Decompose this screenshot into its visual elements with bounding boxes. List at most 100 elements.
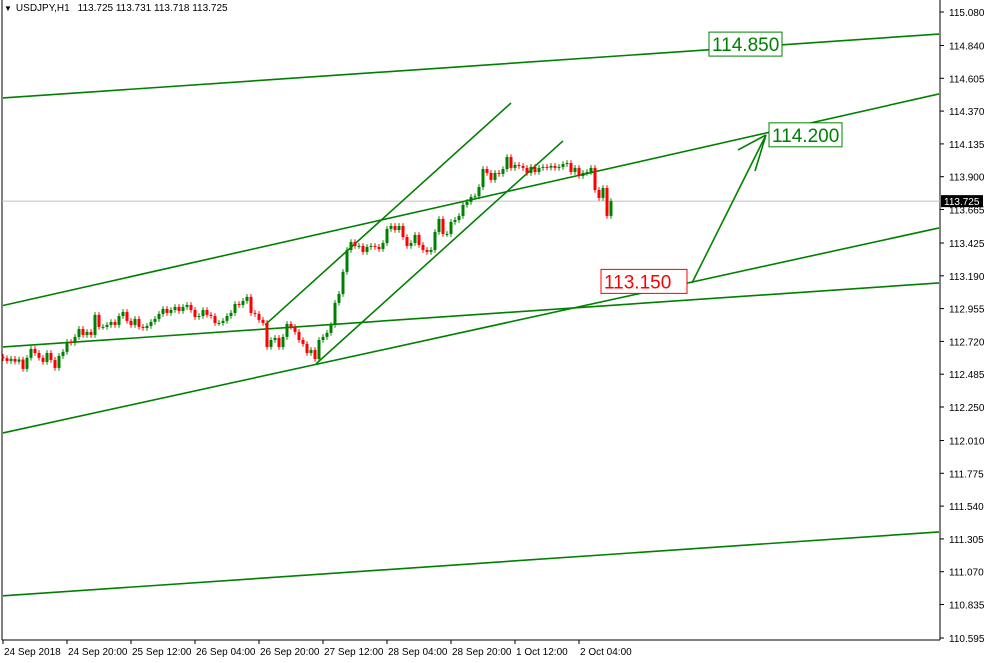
time-tick-label: 1 Oct 12:00	[516, 647, 568, 658]
candle-body	[165, 308, 169, 313]
candle-body	[373, 245, 377, 247]
candle-body	[293, 326, 297, 332]
candle-body	[133, 318, 137, 325]
candle-body	[529, 166, 533, 173]
candle-body	[305, 343, 309, 353]
candle-body	[357, 245, 361, 247]
candle-body	[157, 313, 161, 319]
candle-body	[145, 325, 149, 329]
candle-body	[277, 337, 281, 347]
candle-body	[393, 225, 397, 231]
price-tick-label: 111.540	[949, 502, 984, 513]
candle-body	[541, 166, 545, 168]
price-label: 114.200	[772, 126, 839, 147]
candle-body	[581, 172, 585, 177]
candle-body	[81, 328, 85, 335]
candle-body	[549, 165, 553, 168]
candle-body	[569, 163, 573, 172]
candle-body	[601, 188, 605, 198]
trendline	[2, 531, 940, 597]
candle-body	[381, 242, 385, 250]
candle-body	[397, 225, 401, 231]
price-tick-label: 111.775	[949, 469, 984, 480]
candle-body	[241, 300, 245, 305]
candle-body	[117, 315, 121, 325]
candle-body	[477, 187, 481, 197]
candle-body	[329, 324, 333, 333]
candle-body	[593, 167, 597, 190]
time-tick-label: 26 Sep 04:00	[196, 647, 256, 658]
candle-body	[177, 306, 181, 311]
candle-body	[561, 163, 565, 167]
arrow-head	[737, 134, 767, 151]
candle-body	[225, 315, 229, 321]
candle-body	[389, 225, 393, 229]
candle-body	[53, 359, 57, 368]
price-tick-label: 114.605	[949, 74, 984, 85]
candle-body	[485, 169, 489, 173]
time-tick-label: 24 Sep 2018	[4, 647, 61, 658]
candle-body	[313, 349, 317, 359]
price-label: 113.150	[604, 272, 671, 293]
candle-body	[229, 312, 233, 316]
candle-body	[101, 326, 105, 328]
candle-body	[525, 167, 529, 173]
candle-body	[297, 331, 301, 341]
candle-body	[493, 172, 497, 180]
trendline	[315, 140, 564, 365]
candle-body	[349, 242, 353, 250]
candle-body	[121, 311, 125, 316]
candle-body	[289, 323, 293, 327]
price-tick-label: 112.250	[949, 403, 984, 414]
candle-body	[13, 358, 17, 362]
candle-body	[589, 167, 593, 172]
candle-body	[237, 303, 241, 305]
candle-body	[17, 359, 21, 362]
candle-body	[553, 165, 557, 168]
price-tick-label: 113.425	[949, 239, 984, 250]
ohlc-readout: 113.725 113.731 113.718 113.725	[77, 3, 228, 14]
price-tick-label: 111.070	[949, 568, 984, 579]
candle-body	[233, 303, 237, 313]
candle-body	[333, 302, 337, 325]
candle-body	[537, 167, 541, 172]
candle-body	[353, 242, 357, 246]
candle-body	[497, 172, 501, 174]
candle-body	[85, 331, 89, 335]
candle-body	[185, 304, 189, 307]
candle-body	[77, 328, 81, 337]
candle-body	[161, 308, 165, 314]
time-tick-label: 2 Oct 04:00	[580, 647, 632, 658]
candle-body	[361, 245, 365, 252]
price-tick-label: 114.135	[949, 140, 984, 151]
current-price-tag-label: 113.725	[944, 197, 980, 208]
candle-body	[441, 218, 445, 234]
candle-body	[189, 304, 193, 310]
triangle-down-icon[interactable]: ▼	[4, 4, 12, 13]
candle-body	[193, 309, 197, 317]
price-label-box	[768, 122, 843, 148]
price-tick-label: 112.010	[949, 436, 984, 447]
candle-body	[481, 169, 485, 188]
candle-body	[21, 359, 25, 369]
candle-body	[405, 236, 409, 246]
price-tick-label: 112.955	[949, 305, 984, 316]
candle-body	[565, 163, 569, 165]
candle-body	[209, 314, 213, 316]
candle-body	[465, 201, 469, 205]
candle-body	[517, 164, 521, 166]
candle-body	[69, 341, 73, 343]
candle-body	[285, 323, 289, 337]
candle-body	[577, 167, 581, 177]
candle-body	[309, 349, 313, 353]
candle-body	[533, 166, 537, 172]
candle-body	[65, 341, 69, 352]
time-tick-label: 24 Sep 20:00	[68, 647, 128, 658]
candle-body	[173, 306, 177, 310]
candle-body	[1, 356, 5, 359]
price-tick-label: 110.595	[949, 634, 984, 645]
candle-body	[29, 348, 33, 358]
candle-body	[281, 336, 285, 347]
candle-body	[125, 311, 129, 321]
